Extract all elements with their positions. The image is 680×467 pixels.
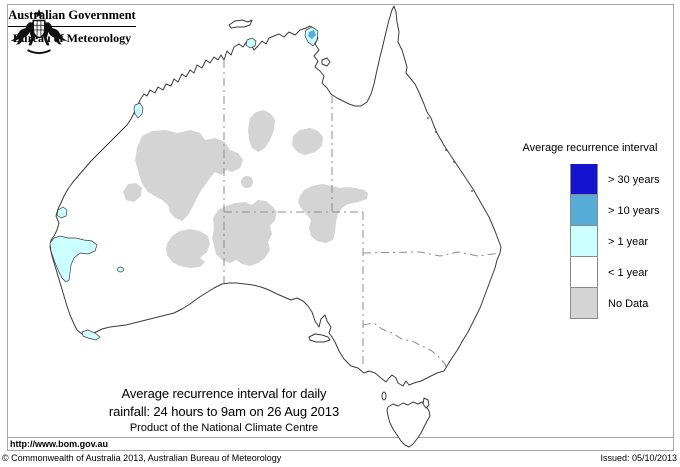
state-borders — [223, 60, 501, 371]
legend-item: > 1 year — [505, 226, 675, 257]
legend-swatch-nodata — [570, 288, 598, 319]
copyright-label: © Commonwealth of Australia 2013, Austra… — [2, 453, 282, 463]
rainfall-gt-10yr-region — [308, 30, 316, 39]
legend-item: > 10 years — [505, 195, 675, 226]
issued-date-label: Issued: 05/10/2013 — [600, 453, 677, 463]
legend-swatch-gt30yr — [570, 164, 598, 195]
king-island — [381, 391, 387, 401]
legend-title: Average recurrence interval — [522, 142, 658, 154]
legend-label: No Data — [608, 297, 649, 310]
kangaroo-island — [308, 333, 331, 343]
legend-swatch-gt1yr — [570, 226, 598, 257]
flinders-island — [422, 397, 430, 409]
legend-item: No Data — [505, 288, 675, 319]
no-data-regions — [123, 110, 368, 268]
government-title: Australian Government — [8, 8, 136, 22]
legend-label: < 1 year — [608, 266, 649, 279]
legend-label: > 30 years — [608, 173, 660, 186]
map-frame — [7, 4, 674, 451]
bom-url-label: http://www.bom.gov.au — [10, 439, 108, 449]
caption-line-3: Product of the National Climate Centre — [129, 422, 319, 434]
caption-line-2: rainfall: 24 hours to 9am on 26 Aug 2013 — [108, 404, 340, 419]
tasmania — [386, 401, 431, 448]
legend-item: < 1 year — [505, 257, 675, 288]
header-divider — [8, 26, 136, 27]
bom-header: Australian Government Bureau of Meteorol… — [8, 8, 136, 54]
reef-islet-dots — [427, 117, 473, 192]
legend: Average recurrence interval > 30 years >… — [505, 142, 675, 319]
rainfall-gt-1yr-regions — [49, 26, 319, 341]
map-caption: Average recurrence interval for daily ra… — [54, 385, 394, 436]
coat-of-arms-icon — [10, 8, 68, 54]
legend-item: > 30 years — [505, 164, 675, 195]
melville-island — [228, 19, 253, 29]
groote-eylandt — [321, 57, 331, 67]
islands — [228, 19, 431, 448]
australia-coastline — [49, 5, 502, 387]
legend-swatch-gt10yr — [570, 195, 598, 226]
legend-label: > 1 year — [608, 235, 649, 248]
legend-label: > 10 years — [608, 204, 660, 217]
legend-swatch-lt1yr — [570, 257, 598, 288]
caption-line-1: Average recurrence interval for daily — [121, 386, 327, 401]
